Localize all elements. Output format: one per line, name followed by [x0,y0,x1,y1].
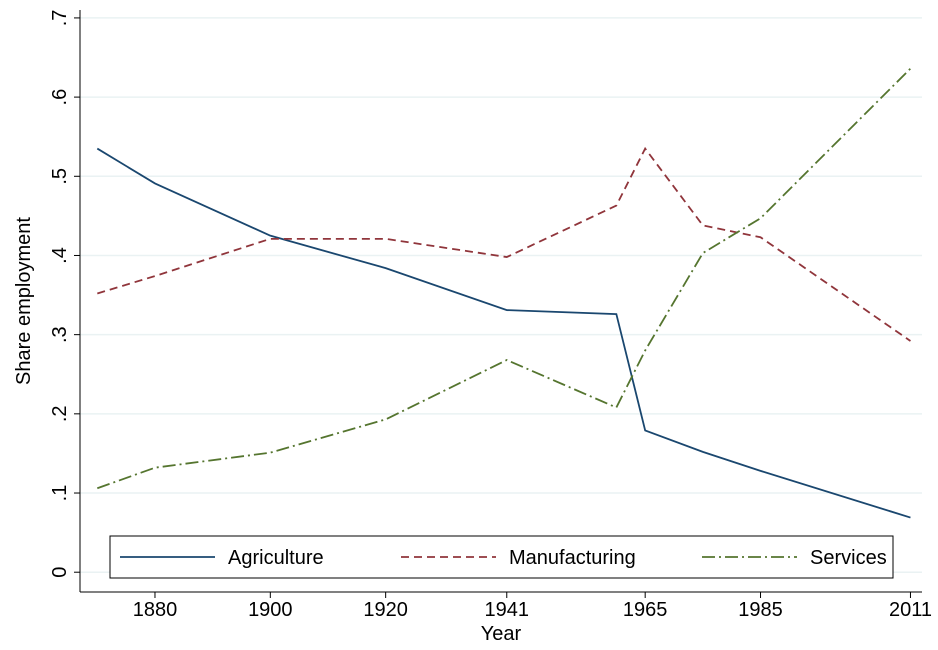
x-tick-label: 1941 [485,599,530,621]
x-axis-title: Year [481,623,522,645]
y-tick-label: .1 [49,485,71,502]
legend: Agriculture Manufacturing Services [109,535,894,579]
series-line [96,67,912,490]
x-tick-label: 1965 [623,599,668,621]
x-tick-label: 1920 [363,599,408,621]
legend-label: Agriculture [228,547,324,569]
legend-label: Manufacturing [509,547,636,569]
series-line [96,147,911,519]
y-tick-label: .7 [49,10,71,27]
series-line [97,146,911,342]
y-tick-label: .6 [49,89,71,106]
y-tick-label: .2 [49,405,71,422]
y-tick-label: 0 [49,567,71,578]
legend-label: Services [810,547,887,569]
x-tick-label: 1880 [133,599,178,621]
y-axis-title: Share employment [13,217,35,385]
x-tick-label: 2011 [889,599,932,621]
y-tick-label: .3 [49,326,71,343]
x-tick-label: 1985 [738,599,783,621]
x-tick-label: 1900 [248,599,293,621]
y-tick-label: .4 [49,247,71,264]
y-tick-label: .5 [49,168,71,185]
legend-box [109,535,894,579]
